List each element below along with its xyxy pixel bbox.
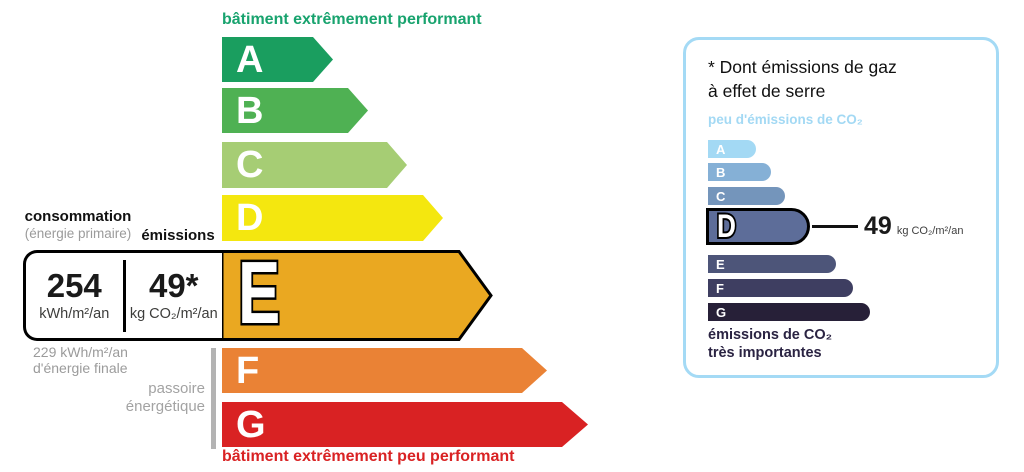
- ges-class-g-arrow: G: [708, 303, 870, 321]
- ges-class-g-label: G: [716, 304, 727, 320]
- ges-title: * Dont émissions de gaz à effet de serre: [708, 57, 897, 101]
- ges-class-f-label: F: [716, 280, 724, 296]
- energy-class-d-arrow: D: [222, 195, 443, 241]
- ges-class-b-label: B: [716, 164, 726, 180]
- sieve-bracket-bar: [211, 348, 216, 449]
- energy-selected-row: 254 kWh/m²/an 49* kg CO₂/m²/an E: [23, 250, 493, 341]
- ges-value: 49: [864, 212, 892, 240]
- energy-class-b-arrow: B: [222, 88, 368, 133]
- ges-pointer-line: [812, 225, 858, 228]
- ges-class-c-arrow: C: [708, 187, 785, 205]
- energy-class-c-label: C: [236, 144, 264, 186]
- energy-class-d-label: D: [236, 197, 264, 239]
- ges-class-b-arrow: B: [708, 163, 771, 181]
- energy-class-e-arrow: E: [222, 250, 493, 341]
- ges-low-caption: peu d'émissions de CO₂: [708, 112, 863, 127]
- energy-class-e-label: E: [238, 250, 280, 341]
- ges-panel: * Dont émissions de gaz à effet de serre…: [683, 37, 999, 378]
- ges-class-e-label: E: [716, 256, 725, 272]
- energy-class-g-arrow: G: [222, 402, 588, 447]
- energy-class-f-arrow: F: [222, 348, 547, 393]
- consumption-value: 254: [46, 267, 102, 304]
- energy-sieve-note: passoire énergétique: [125, 380, 205, 415]
- consumption-emissions-box: 254 kWh/m²/an 49* kg CO₂/m²/an: [23, 250, 222, 341]
- consumption-unit: kWh/m²/an: [39, 306, 110, 322]
- ges-value-row: 49 kg CO₂/m²/an: [864, 212, 963, 241]
- consumption-column: 254 kWh/m²/an: [26, 267, 123, 323]
- energy-class-a-label: A: [236, 38, 264, 81]
- ges-high-caption: émissions de CO₂ très importantes: [708, 327, 833, 361]
- ges-selected-letter-svg: D: [715, 211, 738, 242]
- energy-class-b-label: B: [236, 89, 264, 132]
- ges-class-a-label: A: [716, 141, 726, 157]
- energy-class-a-arrow: A: [222, 37, 333, 82]
- final-energy-note: 229 kWh/m²/an d'énergie finale: [33, 344, 128, 376]
- energy-class-f-label: F: [236, 349, 260, 392]
- ges-class-f-arrow: F: [708, 279, 853, 297]
- ges-class-e-arrow: E: [708, 255, 836, 273]
- energy-class-g-label: G: [236, 403, 266, 446]
- energy-class-e-arrow-shape: [222, 250, 493, 341]
- ges-selected-class-arrow: D: [706, 208, 810, 245]
- consumption-heading: consommation (énergie primaire): [21, 208, 135, 242]
- emissions-unit: kg CO₂/m²/an: [129, 306, 218, 322]
- energy-class-c-arrow: C: [222, 142, 407, 188]
- emissions-heading: émissions: [141, 227, 215, 244]
- top-caption: bâtiment extrêmement performant: [222, 11, 482, 28]
- consumption-heading-main: consommation: [24, 208, 132, 225]
- emissions-value: 49*: [148, 267, 199, 304]
- ges-unit: kg CO₂/m²/an: [896, 225, 964, 237]
- ges-class-c-label: C: [716, 188, 726, 204]
- box-divider: [122, 259, 126, 332]
- consumption-heading-sub: (énergie primaire): [24, 226, 132, 241]
- ges-class-a-arrow: A: [708, 140, 756, 158]
- ges-class-d-label: D: [717, 211, 736, 242]
- emissions-column: 49* kg CO₂/m²/an: [126, 267, 223, 323]
- bottom-caption: bâtiment extrêmement peu performant: [222, 448, 515, 465]
